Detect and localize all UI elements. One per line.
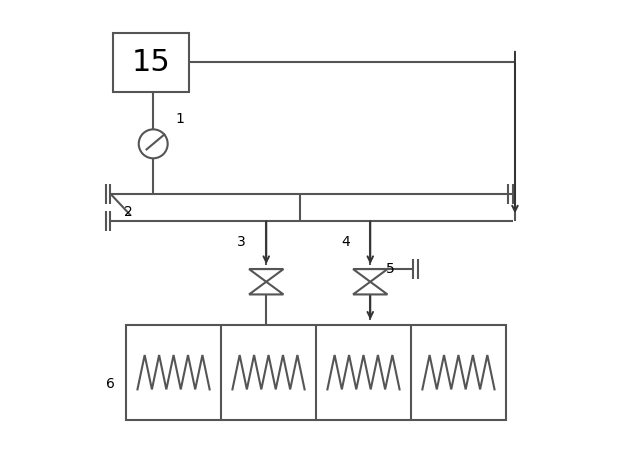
Polygon shape	[249, 282, 283, 294]
Text: 15: 15	[131, 48, 170, 77]
Text: 2: 2	[124, 205, 133, 219]
Polygon shape	[353, 282, 387, 294]
Text: 5: 5	[386, 262, 395, 276]
Text: 4: 4	[341, 235, 349, 248]
Text: 6: 6	[106, 377, 114, 390]
Polygon shape	[249, 269, 283, 282]
Text: 3: 3	[237, 235, 246, 248]
Text: 1: 1	[176, 112, 185, 126]
Bar	[112, 33, 190, 92]
Polygon shape	[353, 269, 387, 282]
Bar	[126, 325, 506, 420]
